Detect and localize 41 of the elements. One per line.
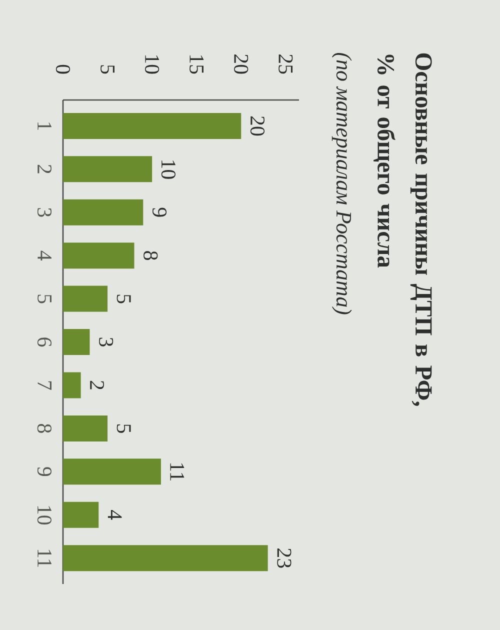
y-tick-label: 4 (38, 250, 52, 260)
data-label: 5 (116, 424, 131, 433)
data-label: 5 (116, 294, 131, 304)
y-tick-label: 6 (37, 338, 52, 347)
bar (63, 199, 144, 226)
bar (63, 156, 152, 182)
x-tick-label: 15 (190, 55, 204, 74)
y-tick-label: 3 (37, 208, 52, 217)
x-tick-label: 25 (278, 54, 293, 74)
data-label: 23 (277, 548, 292, 568)
y-tick-label: 10 (37, 506, 52, 525)
data-label: 20 (250, 116, 265, 136)
y-tick-label: 5 (38, 294, 52, 304)
bar (63, 329, 90, 356)
data-label: 3 (99, 338, 114, 346)
data-label: 10 (161, 160, 176, 179)
y-tick-label: 8 (37, 424, 52, 433)
x-tick-label: 5 (100, 65, 114, 74)
data-label: 8 (144, 251, 158, 260)
bar (63, 286, 108, 312)
data-label: 4 (108, 510, 122, 520)
text: Основные причины ДТП в РФ, % от общего числа (374, 53, 432, 406)
bar (63, 112, 242, 139)
data-label: 9 (152, 208, 167, 217)
x-tick-label: 10 (145, 55, 160, 74)
y-tick-label: 7 (38, 381, 52, 390)
bar (63, 242, 134, 269)
bar (63, 502, 99, 528)
x-tick-label: 0 (56, 64, 70, 74)
data-label: 2 (90, 380, 104, 390)
bar (63, 458, 161, 485)
bar (63, 545, 268, 572)
text: (по материалам Росстата) (332, 52, 352, 314)
data-label: 11 (170, 463, 184, 480)
bar (63, 372, 81, 398)
y-tick-label: 11 (38, 550, 52, 567)
y-tick-label: 1 (38, 122, 52, 130)
x-tick-label: 20 (234, 54, 248, 74)
y-tick-label: 2 (38, 164, 52, 174)
y-tick-label: 9 (37, 467, 52, 476)
bar (63, 415, 108, 442)
